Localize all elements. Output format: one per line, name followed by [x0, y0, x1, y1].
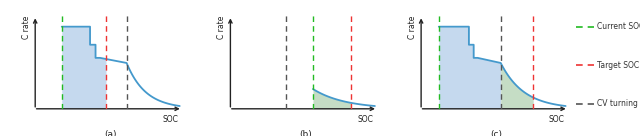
Text: Current SOC: Current SOC [596, 22, 640, 31]
Text: CV turning SOC: CV turning SOC [596, 99, 640, 108]
Text: C rate: C rate [217, 16, 226, 39]
Text: SOC: SOC [548, 115, 564, 123]
Text: C rate: C rate [408, 16, 417, 39]
Text: Target SOC: Target SOC [596, 61, 639, 70]
Text: C rate: C rate [22, 16, 31, 39]
Text: (a): (a) [104, 130, 116, 136]
Text: SOC: SOC [162, 115, 178, 123]
Text: (b): (b) [300, 130, 312, 136]
Text: SOC: SOC [357, 115, 373, 123]
Text: (c): (c) [490, 130, 502, 136]
